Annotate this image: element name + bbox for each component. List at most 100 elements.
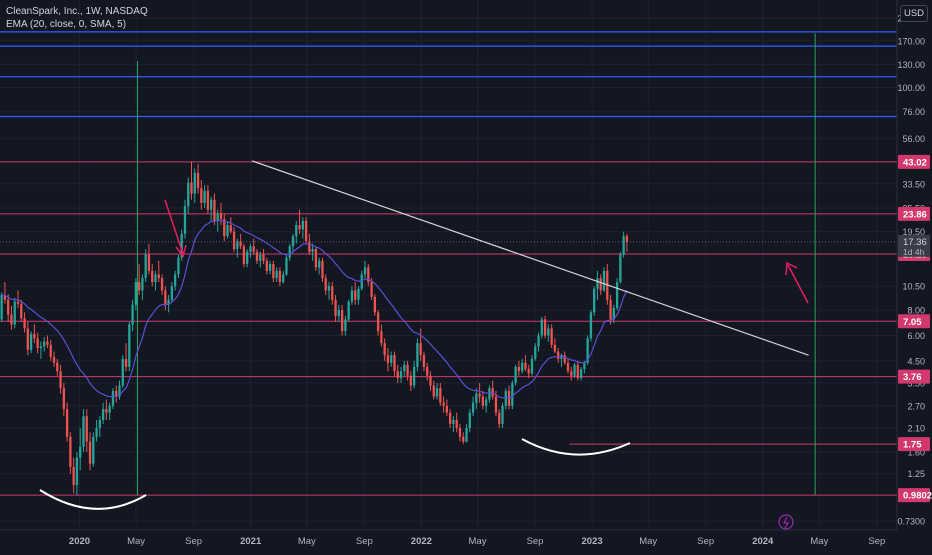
candle-body[interactable]: [167, 299, 170, 305]
candle-body[interactable]: [128, 324, 131, 367]
candle-body[interactable]: [272, 264, 275, 279]
candle-body[interactable]: [570, 371, 573, 376]
candle-body[interactable]: [524, 362, 527, 370]
candle-body[interactable]: [275, 270, 278, 279]
candle-body[interactable]: [475, 393, 478, 403]
candle-body[interactable]: [504, 390, 507, 406]
candle-body[interactable]: [262, 254, 265, 261]
candle-body[interactable]: [396, 371, 399, 379]
candle-body[interactable]: [101, 409, 105, 420]
candle-body[interactable]: [511, 382, 514, 406]
candle-body[interactable]: [547, 328, 550, 336]
candle-body[interactable]: [105, 409, 108, 413]
candle-body[interactable]: [7, 299, 10, 315]
candle-body[interactable]: [537, 335, 540, 347]
candle-body[interactable]: [625, 236, 629, 242]
candle-body[interactable]: [386, 355, 390, 363]
candle-body[interactable]: [121, 358, 124, 386]
candle-body[interactable]: [223, 218, 226, 237]
candle-body[interactable]: [33, 334, 36, 339]
candle-body[interactable]: [324, 278, 327, 291]
candle-body[interactable]: [239, 241, 242, 247]
candle-body[interactable]: [485, 399, 488, 406]
candle-body[interactable]: [173, 274, 177, 287]
candle-body[interactable]: [170, 286, 174, 300]
candle-body[interactable]: [95, 427, 98, 437]
candlestick-series[interactable]: [0, 161, 629, 496]
candle-body[interactable]: [213, 199, 216, 221]
candle-body[interactable]: [46, 341, 49, 345]
candle-body[interactable]: [308, 241, 311, 252]
candle-body[interactable]: [435, 388, 439, 397]
candle-body[interactable]: [357, 288, 360, 300]
candle-body[interactable]: [75, 457, 79, 485]
candle-body[interactable]: [579, 369, 583, 379]
candle-body[interactable]: [203, 190, 206, 203]
candle-body[interactable]: [291, 236, 295, 247]
candle-body[interactable]: [354, 290, 357, 300]
candle-body[interactable]: [79, 446, 82, 458]
candle-body[interactable]: [318, 260, 321, 268]
candle-body[interactable]: [246, 251, 249, 265]
candle-body[interactable]: [514, 366, 517, 383]
candle-body[interactable]: [462, 436, 465, 442]
candle-body[interactable]: [553, 344, 557, 352]
candle-body[interactable]: [288, 246, 291, 258]
candle-body[interactable]: [295, 225, 298, 237]
candle-body[interactable]: [210, 199, 213, 210]
candle-body[interactable]: [43, 341, 46, 347]
candle-body[interactable]: [340, 310, 344, 332]
candle-body[interactable]: [144, 254, 147, 279]
candle-body[interactable]: [468, 412, 471, 428]
candle-body[interactable]: [249, 246, 252, 252]
symbol-title[interactable]: CleanSpark, Inc., 1W, NASDAQ: [6, 6, 148, 17]
candle-body[interactable]: [612, 307, 615, 320]
candle-body[interactable]: [39, 346, 43, 349]
candle-body[interactable]: [452, 419, 455, 424]
candle-body[interactable]: [301, 220, 304, 230]
candle-body[interactable]: [412, 366, 416, 386]
candle-body[interactable]: [265, 260, 268, 271]
candle-body[interactable]: [154, 274, 157, 283]
candle-body[interactable]: [229, 225, 232, 232]
candle-body[interactable]: [141, 278, 144, 291]
candle-body[interactable]: [373, 296, 376, 313]
candle-body[interactable]: [242, 246, 246, 265]
candle-body[interactable]: [314, 249, 318, 268]
candle-body[interactable]: [622, 236, 625, 255]
candle-body[interactable]: [85, 416, 88, 442]
candle-body[interactable]: [334, 299, 337, 316]
candle-body[interactable]: [327, 286, 331, 291]
candle-body[interactable]: [285, 257, 288, 275]
candle-body[interactable]: [619, 254, 622, 283]
candle-body[interactable]: [517, 366, 521, 372]
candle-body[interactable]: [226, 225, 229, 237]
candle-body[interactable]: [259, 254, 262, 261]
candle-body[interactable]: [88, 441, 92, 464]
candle-body[interactable]: [521, 362, 524, 372]
candle-body[interactable]: [393, 355, 396, 372]
candle-body[interactable]: [59, 371, 62, 389]
candle-body[interactable]: [157, 274, 160, 279]
candle-body[interactable]: [187, 182, 190, 207]
candle-body[interactable]: [111, 390, 115, 406]
candle-body[interactable]: [236, 241, 239, 250]
candle-body[interactable]: [92, 436, 95, 464]
candle-body[interactable]: [399, 371, 403, 379]
candle-body[interactable]: [439, 388, 442, 403]
candle-body[interactable]: [543, 319, 547, 336]
candle-body[interactable]: [321, 260, 324, 279]
candle-body[interactable]: [69, 436, 72, 467]
candle-body[interactable]: [471, 402, 475, 413]
candle-body[interactable]: [491, 388, 494, 397]
candle-body[interactable]: [390, 355, 393, 363]
candle-body[interactable]: [448, 412, 452, 424]
candle-body[interactable]: [164, 290, 167, 305]
candle-body[interactable]: [56, 362, 59, 372]
candle-body[interactable]: [331, 286, 334, 300]
candle-body[interactable]: [36, 338, 39, 349]
candle-body[interactable]: [596, 278, 599, 289]
candle-body[interactable]: [180, 233, 183, 258]
candle-body[interactable]: [501, 405, 504, 424]
